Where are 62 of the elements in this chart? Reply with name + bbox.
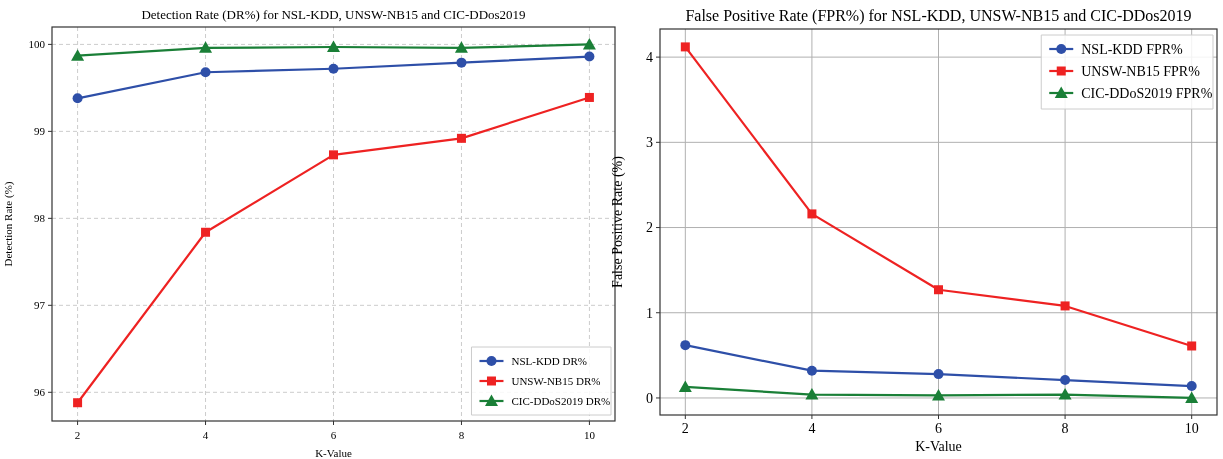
point [328,63,339,74]
point [1187,341,1197,351]
legend-label: UNSW-NB15 FPR% [1081,63,1201,79]
point [932,388,945,401]
x-axis-title: K-Value [915,439,962,454]
legend-label: CIC-DDoS2019 DR% [511,394,611,407]
legend-label: CIC-DDoS2019 FPR% [1081,85,1213,101]
legend-label: NSL-KDD DR% [511,354,587,367]
x-axis-title: K-Value [315,447,352,459]
point [201,227,211,237]
legend-label: NSL-KDD FPR% [1081,41,1184,57]
point [72,93,83,104]
point [456,57,467,68]
y-tick-label: 97 [34,299,46,312]
point [200,67,211,78]
y-tick-label: 98 [34,212,46,225]
x-tick-label: 4 [808,421,816,436]
y-axis-title: False Positive Rate (%) [610,155,626,288]
point [678,380,692,392]
x-tick-label: 6 [330,429,337,441]
point [1185,391,1199,403]
point [1058,388,1072,400]
x-tick-label: 8 [1061,421,1069,436]
point [454,41,468,53]
y-tick-label: 3 [646,135,653,151]
chart-title: False Positive Rate (FPR%) for NSL-KDD, UNSW-NB15 and CIC-DDos2019 [685,7,1192,25]
y-tick-label: 0 [646,390,653,406]
point [584,51,595,62]
point [680,340,691,351]
x-tick-label: 10 [1184,421,1199,436]
x-tick-label: 8 [458,429,465,441]
y-tick-label: 99 [34,125,46,138]
point [1060,301,1070,311]
x-tick-label: 2 [681,421,689,436]
point [680,42,690,52]
point [1186,381,1197,392]
point [807,209,817,219]
x-tick-label: 4 [202,429,209,441]
point [199,41,213,53]
point [1060,375,1071,386]
point [933,369,944,380]
legend-label: UNSW-NB15 DR% [511,374,601,387]
y-tick-label: 96 [34,386,46,399]
y-tick-label: 100 [28,38,46,51]
point [584,92,594,102]
point [805,388,819,400]
y-axis-title: Detection Rate (%) [2,181,15,267]
point [327,40,340,52]
point [582,37,596,50]
x-tick-label: 2 [74,429,81,441]
x-tick-label: 6 [935,421,942,436]
point [73,398,83,408]
y-tick-label: 4 [646,50,653,66]
chart-title: Detection Rate (DR%) for NSL-KDD, UNSW-NB15 and CIC-DDos2019 [141,7,526,22]
y-tick-label: 1 [646,305,653,321]
point [456,133,466,143]
point [329,150,338,160]
point [934,285,943,295]
point [806,365,817,376]
x-tick-label: 10 [583,429,596,441]
point [71,49,85,61]
y-tick-label: 2 [646,220,653,236]
